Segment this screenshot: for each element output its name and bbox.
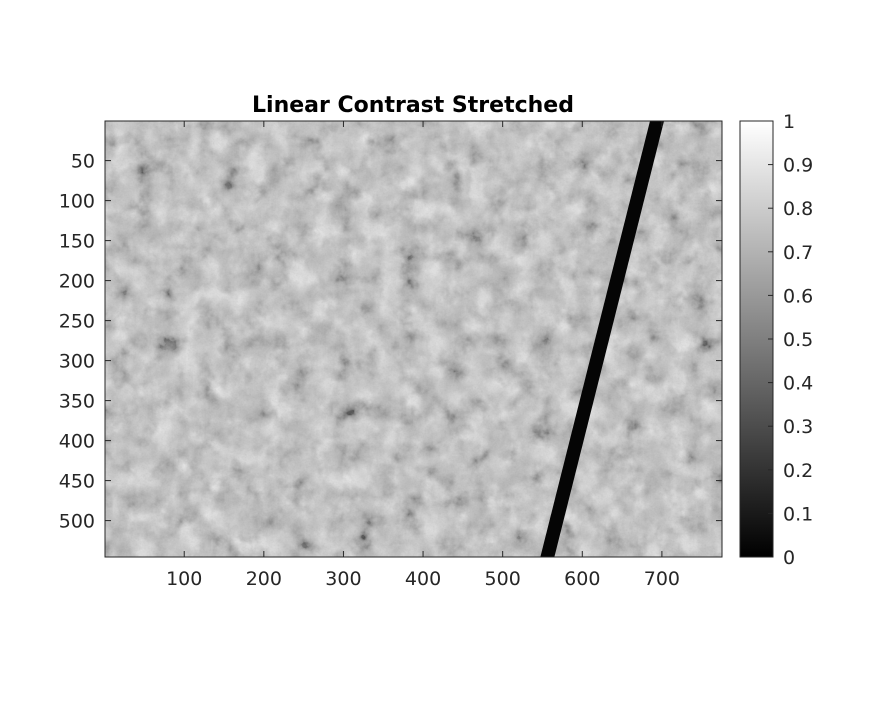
x-tick-label: 100 xyxy=(166,568,202,590)
colorbar-tick-label: 0.9 xyxy=(783,155,813,177)
y-tick-label: 500 xyxy=(59,511,95,533)
y-tick-label: 150 xyxy=(59,231,95,253)
x-axis: 100 200 300 400 500 600 700 xyxy=(166,121,680,590)
colorbar-tick-label: 0.4 xyxy=(783,373,813,395)
y-tick-label: 200 xyxy=(59,271,95,293)
y-tick-label: 50 xyxy=(71,151,95,173)
y-tick-label: 450 xyxy=(59,471,95,493)
micrograph-grain xyxy=(105,121,722,557)
y-tick-label: 400 xyxy=(59,431,95,453)
y-axis: 50 100 150 200 250 300 350 400 450 500 xyxy=(59,151,722,533)
colorbar: 0 0.1 0.2 0.3 0.4 0.5 0.6 0.7 0.8 0.9 1 xyxy=(739,111,813,569)
y-tick-label: 300 xyxy=(59,351,95,373)
y-tick-label: 100 xyxy=(59,191,95,213)
y-tick-label: 350 xyxy=(59,391,95,413)
x-tick-label: 700 xyxy=(644,568,680,590)
colorbar-tick-label: 0.2 xyxy=(783,460,813,482)
colorbar-gradient xyxy=(740,121,773,557)
colorbar-tick-label: 0 xyxy=(783,547,795,569)
image-border xyxy=(104,120,723,558)
colorbar-tick-label: 0.5 xyxy=(783,329,813,351)
x-tick-label: 500 xyxy=(485,568,521,590)
x-tick-label: 300 xyxy=(325,568,361,590)
colorbar-tick-label: 1 xyxy=(783,111,795,133)
colorbar-tick-label: 0.8 xyxy=(783,198,813,220)
colorbar-tick-label: 0.1 xyxy=(783,503,813,525)
x-tick-label: 600 xyxy=(564,568,600,590)
colorbar-tick-label: 0.7 xyxy=(783,242,813,264)
dark-stripe xyxy=(540,121,665,557)
image-panel xyxy=(105,121,722,557)
x-tick-label: 200 xyxy=(246,568,282,590)
chart-title: Linear Contrast Stretched xyxy=(252,93,574,118)
x-tick-label: 400 xyxy=(405,568,441,590)
y-tick-label: 250 xyxy=(59,311,95,333)
colorbar-tick-label: 0.3 xyxy=(783,416,813,438)
colorbar-ticks: 0 0.1 0.2 0.3 0.4 0.5 0.6 0.7 0.8 0.9 1 xyxy=(768,111,813,569)
colorbar-tick-label: 0.6 xyxy=(783,285,813,307)
